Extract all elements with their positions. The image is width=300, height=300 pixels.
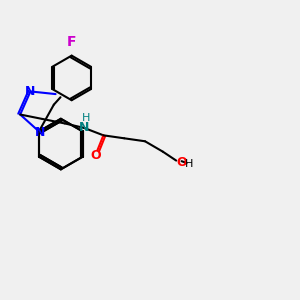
Text: O: O xyxy=(91,149,101,162)
Text: H: H xyxy=(184,159,193,169)
Text: N: N xyxy=(25,85,36,98)
Text: N: N xyxy=(35,126,46,140)
Text: N: N xyxy=(79,121,89,134)
Text: H: H xyxy=(82,113,91,123)
Text: O: O xyxy=(176,156,187,169)
Text: F: F xyxy=(67,35,76,49)
